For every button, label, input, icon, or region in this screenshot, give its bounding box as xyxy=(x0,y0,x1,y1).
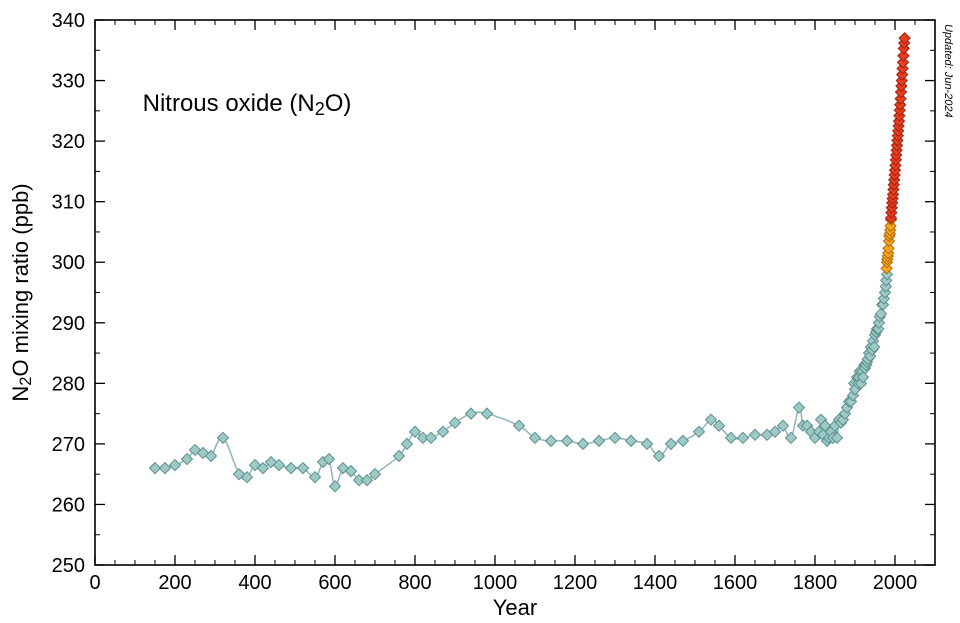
svg-text:260: 260 xyxy=(52,494,85,516)
svg-text:290: 290 xyxy=(52,313,85,335)
svg-text:1800: 1800 xyxy=(793,572,838,594)
svg-text:1200: 1200 xyxy=(553,572,598,594)
svg-text:800: 800 xyxy=(398,572,431,594)
svg-text:280: 280 xyxy=(52,373,85,395)
svg-text:300: 300 xyxy=(52,252,85,274)
svg-text:400: 400 xyxy=(238,572,271,594)
svg-text:0: 0 xyxy=(89,572,100,594)
svg-text:250: 250 xyxy=(52,555,85,577)
n2o-chart: 0 200 400 600 800 1000 1200 1400 1600 1800 2000 250… xyxy=(0,0,960,623)
svg-text:310: 310 xyxy=(52,192,85,214)
svg-text:320: 320 xyxy=(52,131,85,153)
svg-text:200: 200 xyxy=(158,572,191,594)
svg-text:600: 600 xyxy=(318,572,351,594)
svg-text:330: 330 xyxy=(52,71,85,93)
svg-text:340: 340 xyxy=(52,10,85,32)
updated-note: Updated: Jun-2024 xyxy=(942,24,954,118)
svg-text:1600: 1600 xyxy=(713,572,758,594)
svg-text:2000: 2000 xyxy=(873,572,918,594)
x-axis-label: Year xyxy=(493,595,537,620)
svg-text:1000: 1000 xyxy=(473,572,518,594)
svg-text:1400: 1400 xyxy=(633,572,678,594)
y-axis-label: N2O mixing ratio (ppb) xyxy=(8,183,35,401)
svg-text:270: 270 xyxy=(52,434,85,456)
